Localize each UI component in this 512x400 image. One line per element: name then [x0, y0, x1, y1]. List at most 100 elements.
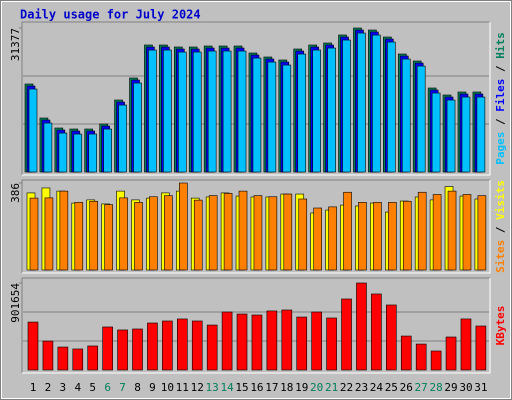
- legend-entry: Hits: [494, 32, 507, 59]
- bar: [236, 313, 248, 371]
- bar: [267, 61, 277, 173]
- x-tick-label: 19: [295, 381, 308, 394]
- x-tick-label: 31: [474, 381, 487, 394]
- bar: [193, 199, 203, 271]
- bar: [42, 340, 54, 371]
- x-tick-label: 3: [60, 381, 67, 394]
- bar: [446, 99, 456, 173]
- bar: [118, 104, 127, 173]
- x-tick-label: 11: [176, 381, 189, 394]
- x-tick-label: 8: [134, 381, 141, 394]
- bar: [192, 51, 202, 173]
- bar: [298, 198, 308, 271]
- bar: [400, 335, 412, 371]
- bar: [460, 318, 472, 371]
- bar: [430, 350, 442, 371]
- bar: [148, 49, 157, 173]
- bar: [388, 202, 397, 271]
- bar: [326, 317, 337, 371]
- x-tick-label: 20: [310, 381, 323, 394]
- bar: [134, 202, 143, 271]
- bar: [28, 88, 38, 173]
- panel-edge-dark: [21, 179, 490, 273]
- bar: [341, 298, 352, 371]
- bar: [208, 195, 218, 271]
- bar: [178, 51, 187, 173]
- bar: [251, 314, 263, 371]
- bar: [119, 197, 128, 271]
- panel-edge-dark: [21, 21, 490, 175]
- x-tick-label: 27: [415, 381, 428, 394]
- legend: Sites / Visits: [494, 180, 507, 273]
- bar: [88, 133, 98, 173]
- bar: [415, 343, 427, 371]
- bar: [356, 282, 367, 371]
- bar: [238, 190, 248, 271]
- bar: [312, 49, 321, 173]
- bar: [462, 194, 472, 271]
- x-tick-label: 6: [104, 381, 111, 394]
- bar: [371, 293, 382, 371]
- bar: [445, 336, 457, 371]
- x-tick-label: 30: [459, 381, 472, 394]
- bar: [207, 50, 217, 173]
- legend-entry: Sites: [494, 240, 507, 273]
- bar: [74, 202, 84, 271]
- bar: [416, 65, 426, 173]
- bar: [117, 329, 128, 371]
- bar: [297, 53, 307, 173]
- bar: [431, 92, 441, 173]
- bar: [179, 182, 188, 271]
- bar: [296, 316, 308, 371]
- x-tick-label: 9: [149, 381, 156, 394]
- bar: [475, 325, 487, 371]
- x-tick-label: 16: [250, 381, 263, 394]
- bar: [44, 197, 54, 271]
- bar: [282, 64, 292, 173]
- bar: [387, 41, 396, 173]
- x-tick-label: 23: [355, 381, 368, 394]
- bar: [149, 196, 158, 271]
- bar: [432, 194, 442, 271]
- x-tick-label: 1: [30, 381, 37, 394]
- bar: [252, 57, 262, 173]
- bar: [386, 304, 397, 371]
- x-tick-label: 13: [206, 381, 219, 394]
- x-tick-label: 18: [280, 381, 293, 394]
- bar: [163, 49, 172, 173]
- bar: [206, 324, 218, 371]
- bar: [103, 128, 112, 173]
- panel-edge-light: [22, 278, 491, 374]
- x-tick-label: 22: [340, 381, 353, 394]
- bar: [477, 195, 487, 271]
- panel-edge-light: [22, 180, 491, 274]
- legend-separator: /: [494, 220, 507, 240]
- bar: [87, 345, 99, 371]
- legend: KBytes: [494, 306, 507, 346]
- legend-entry: Visits: [494, 180, 507, 220]
- bar: [401, 58, 411, 173]
- bar: [343, 191, 352, 271]
- bar: [372, 34, 381, 173]
- bar: [132, 328, 143, 371]
- bar: [43, 122, 53, 173]
- bar: [29, 197, 39, 271]
- bar: [147, 322, 158, 371]
- bar: [73, 133, 83, 173]
- bar: [223, 193, 233, 271]
- chart-title: Daily usage for July 2024: [20, 8, 201, 22]
- legend-separator: /: [494, 112, 507, 132]
- x-tick-label: 25: [385, 381, 398, 394]
- bar: [191, 320, 203, 371]
- bar: [27, 321, 39, 371]
- legend-entry: Pages: [494, 132, 507, 165]
- bar: [373, 202, 382, 271]
- bar: [133, 82, 142, 173]
- bar: [313, 207, 322, 271]
- bar: [328, 206, 337, 271]
- x-tick-label: 2: [45, 381, 52, 394]
- bar: [327, 47, 336, 173]
- x-tick-label: 5: [89, 381, 96, 394]
- bar: [102, 326, 113, 371]
